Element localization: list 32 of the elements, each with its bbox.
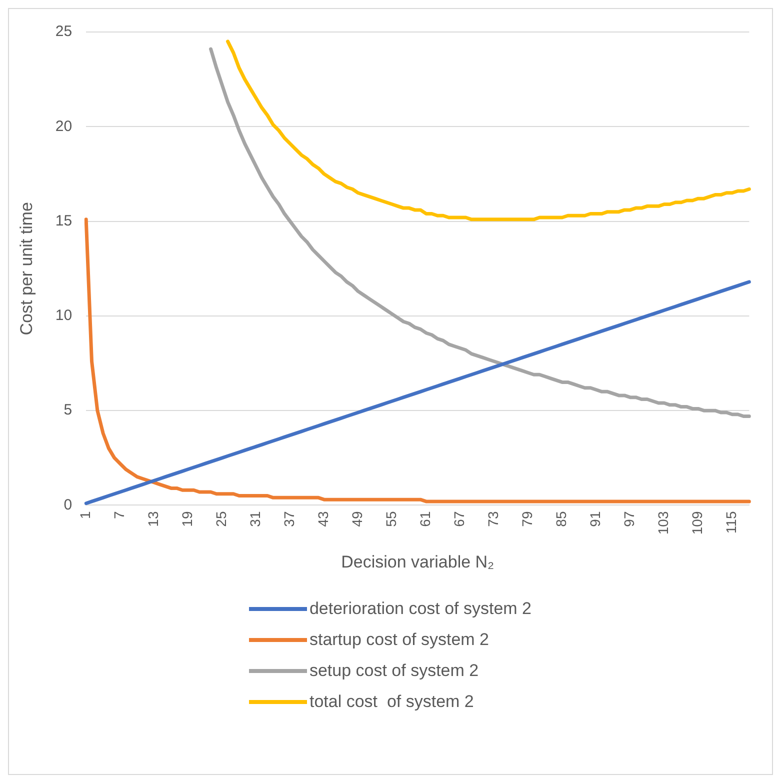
y-tick-label: 0 [64,496,72,514]
x-tick-label: 61 [417,511,434,527]
x-tick-label: 91 [587,511,604,527]
y-tick-label: 20 [55,118,72,135]
x-tick-label: 79 [519,511,536,527]
x-tick-label: 19 [178,511,195,527]
x-tick-label: 97 [621,511,638,527]
y-axis-title: Cost per unit time [16,202,36,336]
y-tick-label: 15 [55,212,72,230]
x-tick-label: 7 [110,511,127,520]
legend-label: startup cost of system 2 [309,630,489,650]
y-tick-label: 10 [55,307,72,324]
x-tick-label: 85 [553,511,570,527]
x-tick-label: 37 [280,511,297,527]
legend-label: deterioration cost of system 2 [309,599,532,619]
y-tick-label: 25 [55,23,72,40]
x-tick-label: 115 [723,511,740,534]
x-tick-label: 1 [76,511,93,520]
x-tick-label: 55 [382,511,399,527]
x-tick-label: 109 [689,511,706,535]
x-tick-label: 31 [246,511,263,527]
x-tick-label: 103 [655,511,672,535]
x-axis-title: Decision variable N₂ [341,552,494,572]
x-tick-label: 25 [212,511,229,527]
y-tick-label: 5 [64,402,72,419]
x-tick-label: 43 [314,511,331,527]
x-tick-label: 13 [144,511,161,527]
x-tick-label: 49 [348,511,365,527]
legend-label: total cost of system 2 [309,692,474,712]
x-tick-label: 73 [485,511,502,527]
x-tick-label: 67 [451,511,468,527]
legend-label: setup cost of system 2 [309,661,479,681]
